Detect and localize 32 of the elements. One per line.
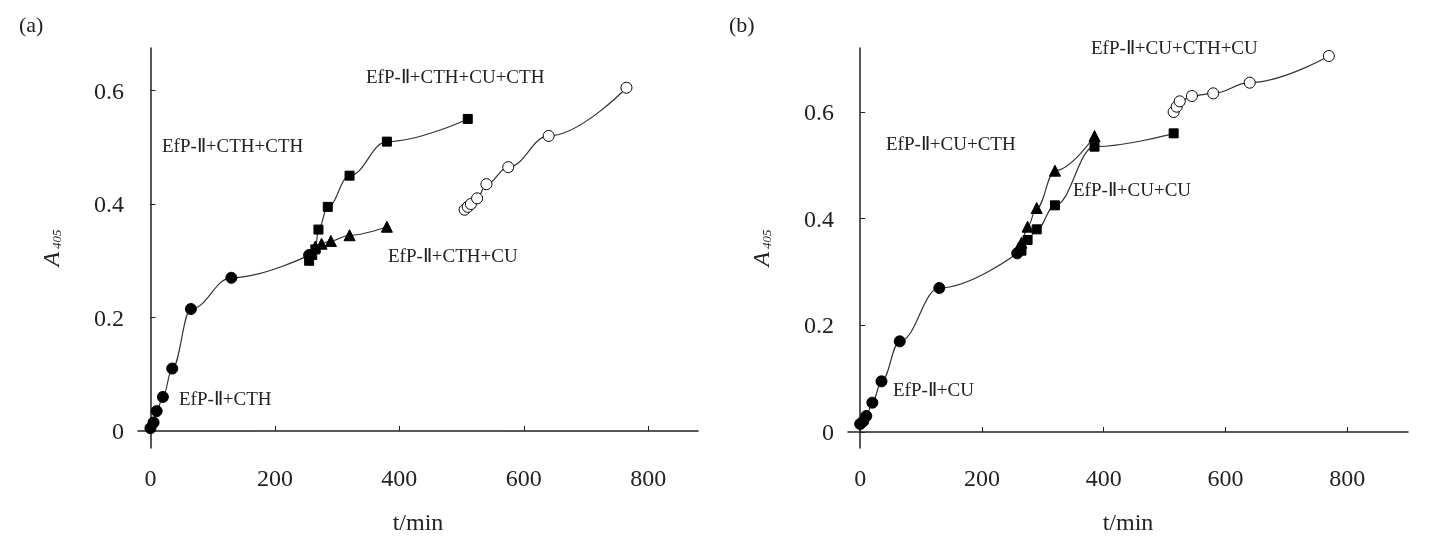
x-axis-title: t/min bbox=[1102, 509, 1154, 535]
x-tick-label: 400 bbox=[1085, 465, 1122, 491]
y-axis-title: A405 bbox=[748, 228, 774, 269]
y-tick-label: 0.4 bbox=[804, 205, 834, 232]
annotation: EfP-Ⅱ+CU bbox=[893, 378, 975, 400]
y-tick-label: 0.4 bbox=[94, 191, 124, 218]
y-tick-label: 0.2 bbox=[94, 304, 124, 331]
annotation: EfP-Ⅱ+CU+CU bbox=[1073, 178, 1192, 200]
annotation: EfP-Ⅱ+CU+CTH bbox=[886, 132, 1016, 154]
annotation: EfP-Ⅱ+CU+CTH+CU bbox=[1091, 36, 1259, 58]
x-tick-label: 600 bbox=[505, 465, 542, 491]
y-tick-label: 0 bbox=[112, 417, 124, 444]
annotation: EfP-Ⅱ+CTH bbox=[179, 387, 272, 409]
chart-title: (a) bbox=[19, 11, 44, 37]
x-tick-label: 800 bbox=[630, 465, 667, 491]
annotation: EfP-Ⅱ+CTH+CU+CTH bbox=[366, 65, 545, 87]
y-axis-title: A405 bbox=[38, 228, 64, 269]
x-tick-label: 600 bbox=[1207, 465, 1244, 491]
x-tick-label: 200 bbox=[256, 465, 293, 491]
x-axis-title: t/min bbox=[392, 509, 444, 535]
x-tick-label: 0 bbox=[144, 465, 157, 491]
y-tick-label: 0.6 bbox=[804, 99, 834, 125]
annotation: EfP-Ⅱ+CTH+CU bbox=[388, 244, 518, 266]
x-tick-label: 800 bbox=[1329, 465, 1366, 491]
chart-title: (b) bbox=[729, 11, 755, 37]
x-tick-label: 400 bbox=[381, 465, 418, 491]
x-tick-label: 0 bbox=[854, 465, 867, 491]
y-tick-label: 0 bbox=[822, 419, 834, 445]
annotation: EfP-Ⅱ+CTH+CTH bbox=[162, 134, 304, 156]
y-tick-label: 0.6 bbox=[94, 77, 124, 104]
x-tick-label: 200 bbox=[963, 465, 1000, 491]
y-tick-label: 0.2 bbox=[804, 312, 834, 339]
